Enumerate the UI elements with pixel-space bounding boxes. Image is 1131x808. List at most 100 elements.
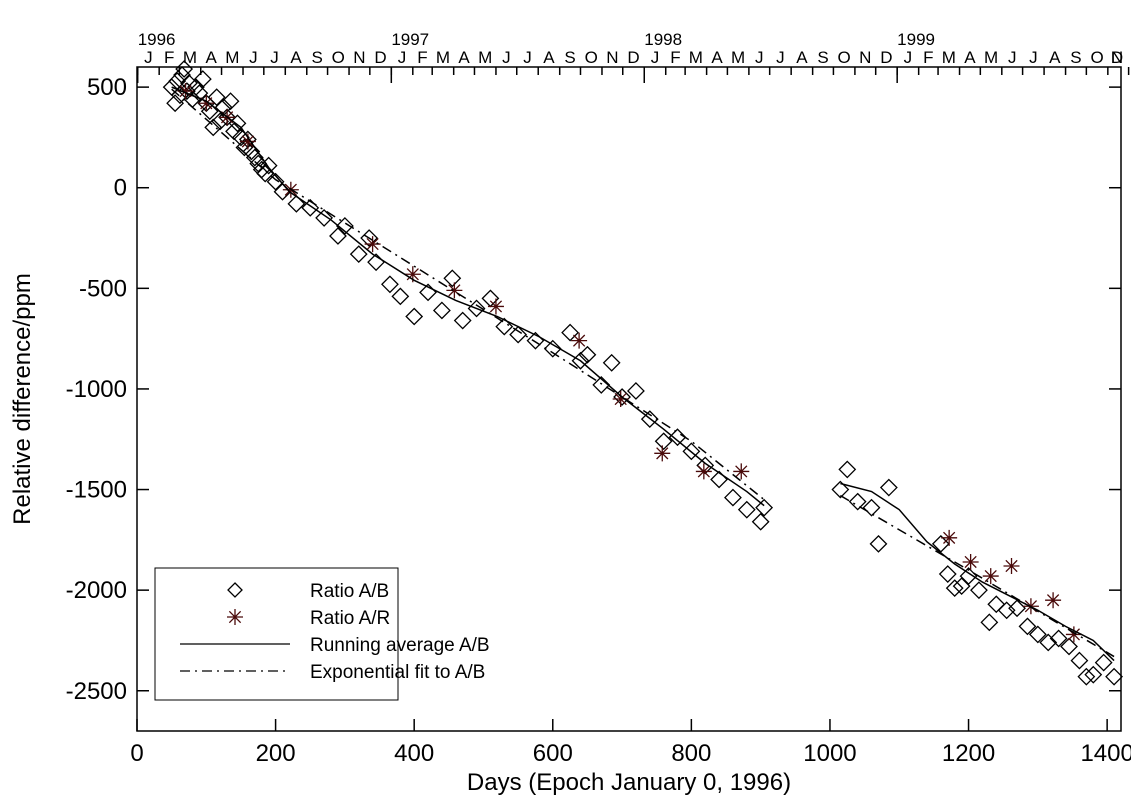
y-tick-label: -2500 bbox=[66, 678, 127, 705]
x-tick-label: 200 bbox=[256, 740, 296, 767]
diamond-point bbox=[1094, 653, 1113, 672]
diamond-point bbox=[592, 375, 611, 394]
x-tick-label: 1400 bbox=[1080, 740, 1131, 767]
month-label: J bbox=[398, 48, 407, 67]
diamond-point bbox=[561, 323, 580, 342]
year-label: 1997 bbox=[391, 30, 429, 49]
star-point bbox=[982, 568, 999, 585]
legend-label: Ratio A/R bbox=[310, 608, 390, 629]
y-tick-label: -1500 bbox=[66, 477, 127, 504]
month-label: J bbox=[523, 48, 532, 67]
diamond-point bbox=[190, 84, 209, 103]
month-label: S bbox=[564, 48, 575, 67]
diamond-point bbox=[259, 156, 278, 175]
diamond-point bbox=[214, 98, 233, 117]
diamond-point bbox=[869, 534, 888, 553]
legend-key bbox=[227, 609, 243, 625]
month-label: J bbox=[904, 48, 913, 67]
diamond-point bbox=[1049, 629, 1068, 648]
legend-key bbox=[227, 582, 243, 598]
year-label: 1996 bbox=[138, 30, 176, 49]
month-label: A bbox=[458, 48, 470, 67]
legend-box bbox=[154, 567, 399, 701]
y-axis-title: Relative difference/ppm bbox=[9, 273, 36, 525]
month-label: A bbox=[205, 48, 217, 67]
diamond-point bbox=[221, 92, 240, 111]
month-label: A bbox=[964, 48, 976, 67]
diamond-point bbox=[737, 500, 756, 519]
diamond-point bbox=[166, 94, 185, 113]
diamond-point bbox=[1070, 651, 1089, 670]
y-tick-label: 0 bbox=[114, 175, 127, 202]
month-label: M bbox=[731, 48, 745, 67]
diamond-point bbox=[453, 311, 472, 330]
y-tick-label: 500 bbox=[87, 74, 127, 101]
diamond-point bbox=[945, 579, 964, 598]
diamond-point bbox=[1105, 667, 1123, 686]
diamond-point bbox=[980, 613, 999, 632]
diamond-point bbox=[682, 442, 701, 461]
month-label: A bbox=[796, 48, 808, 67]
star-point bbox=[1003, 558, 1020, 575]
diamond-point bbox=[751, 512, 770, 531]
diamond-point bbox=[938, 565, 957, 583]
y-tick-label: -2000 bbox=[66, 577, 127, 604]
diamond-point bbox=[831, 480, 850, 499]
star-point bbox=[941, 529, 958, 546]
diamond-point bbox=[329, 227, 347, 245]
diamond-point bbox=[970, 581, 988, 600]
star-point bbox=[1045, 592, 1062, 609]
star-point bbox=[1065, 626, 1082, 643]
month-label: M bbox=[689, 48, 703, 67]
x-tick-label: 600 bbox=[533, 740, 573, 767]
month-label: J bbox=[249, 48, 258, 67]
month-label: N bbox=[606, 48, 618, 67]
diamond-point bbox=[710, 470, 729, 489]
diamond-point bbox=[266, 172, 285, 191]
month-label: N bbox=[1111, 48, 1123, 67]
diamond-point bbox=[879, 478, 898, 497]
diamond-point bbox=[315, 208, 334, 227]
month-label: S bbox=[311, 48, 322, 67]
series-line bbox=[171, 88, 1115, 658]
diamond-point bbox=[405, 307, 424, 326]
star-point bbox=[733, 463, 750, 480]
star-point bbox=[364, 236, 381, 253]
month-label: J bbox=[755, 48, 764, 67]
diamond-point bbox=[668, 428, 687, 447]
diamond-point bbox=[173, 66, 191, 84]
month-label: F bbox=[923, 48, 933, 67]
diamond-point bbox=[543, 339, 562, 358]
month-label: M bbox=[984, 48, 998, 67]
star-point bbox=[446, 282, 463, 299]
month-label: A bbox=[290, 48, 302, 67]
diamond-point bbox=[1028, 625, 1047, 644]
x-axis-title: Days (Epoch January 0, 1996) bbox=[467, 769, 791, 796]
month-label: D bbox=[880, 48, 892, 67]
star-point bbox=[487, 298, 504, 315]
diamond-point bbox=[495, 317, 514, 336]
star-point bbox=[962, 553, 979, 570]
diamond-point bbox=[640, 410, 659, 429]
month-label: D bbox=[627, 48, 639, 67]
x-tick-label: 800 bbox=[671, 740, 711, 767]
month-label: A bbox=[1049, 48, 1061, 67]
x-tick-label: 1200 bbox=[942, 740, 995, 767]
month-label: A bbox=[543, 48, 555, 67]
month-label: F bbox=[670, 48, 680, 67]
month-label: M bbox=[478, 48, 492, 67]
month-label: F bbox=[417, 48, 427, 67]
month-label: S bbox=[1070, 48, 1081, 67]
diamond-point bbox=[443, 269, 462, 288]
diamond-point bbox=[602, 353, 621, 372]
x-tick-label: 400 bbox=[394, 740, 434, 767]
month-label: J bbox=[1029, 48, 1038, 67]
diamond-point bbox=[578, 345, 597, 364]
star-point bbox=[695, 463, 712, 480]
diamond-point bbox=[175, 60, 194, 78]
diamond-point bbox=[432, 301, 451, 320]
x-tick-label: 0 bbox=[130, 740, 143, 767]
star-point bbox=[571, 332, 588, 349]
legend-label: Running average A/B bbox=[310, 635, 490, 656]
